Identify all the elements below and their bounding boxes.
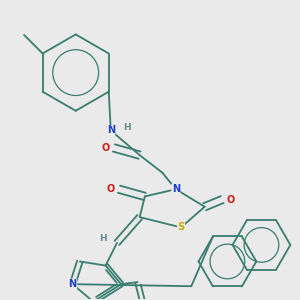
Text: N: N: [172, 184, 180, 194]
Text: N: N: [68, 279, 77, 289]
Text: H: H: [99, 234, 106, 243]
Text: O: O: [107, 184, 115, 194]
Text: N: N: [107, 125, 115, 135]
Text: H: H: [124, 123, 131, 132]
Text: O: O: [226, 194, 235, 205]
Text: O: O: [101, 143, 110, 153]
Text: S: S: [177, 222, 184, 233]
